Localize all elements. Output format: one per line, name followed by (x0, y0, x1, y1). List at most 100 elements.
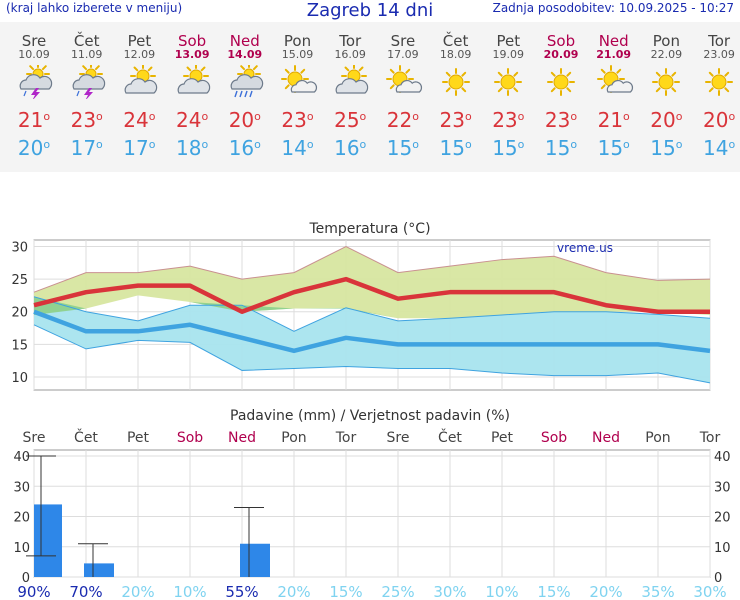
precip-bar (34, 504, 62, 577)
x-tick-label: Pon (281, 430, 306, 446)
forecast-day[interactable]: Sre 10.09 21o 20o (8, 22, 60, 159)
chart-title: Temperatura (°C) (308, 221, 430, 237)
precip-bar (84, 563, 114, 577)
forecast-day[interactable]: Pet 19.09 23o 15o (482, 22, 534, 160)
min-temp: 15o (597, 136, 630, 160)
precip-probability: 30% (433, 583, 466, 600)
day-date: 10.09 (18, 48, 50, 61)
precip-probability: 70% (69, 583, 102, 600)
y-tick-label-right: 40 (714, 450, 731, 465)
x-tick-label: Pet (491, 430, 514, 446)
day-name: Sob (546, 32, 576, 50)
day-date: 16.09 (334, 48, 366, 61)
forecast-day[interactable]: Čet 11.09 23o 17o (61, 22, 113, 159)
y-tick-label-left: 10 (13, 541, 30, 556)
forecast-day[interactable]: Tor 16.09 25o 16o (324, 22, 376, 159)
day-name: Tor (339, 32, 362, 50)
y-tick-label-left: 40 (13, 450, 30, 465)
forecast-day[interactable]: Sre 17.09 22o 15o (377, 22, 429, 159)
precip-probability: 10% (173, 583, 206, 600)
precipitation-chart: Padavine (mm) / Verjetnost padavin (%) Sr… (13, 408, 731, 600)
precip-probability: 20% (589, 583, 622, 600)
forecast-day[interactable]: Čet 18.09 23o 15o (430, 22, 482, 160)
y-tick-label: 25 (11, 273, 28, 288)
max-temp: 23o (439, 108, 472, 132)
forecast-day[interactable]: Ned 14.09 20o 16o (219, 22, 271, 159)
max-temp: 20o (703, 108, 736, 132)
max-temp: 24o (123, 108, 156, 132)
x-tick-label: Čet (74, 428, 98, 446)
max-temp: 25o (334, 108, 367, 132)
day-name: Ned (229, 32, 260, 50)
x-tick-label: Ned (228, 430, 256, 446)
precip-probability: 15% (537, 583, 570, 600)
day-date: 14.09 (227, 48, 263, 61)
day-name: Čet (442, 32, 469, 50)
menu-hint[interactable]: (kraj lahko izberete v meniju) (6, 1, 183, 15)
weather-icon-slot (535, 65, 587, 99)
day-name: Ned (598, 32, 629, 50)
partly-cloudy-icon (124, 63, 158, 94)
forecast-day[interactable]: Pon 15.09 23o 14o (272, 22, 324, 159)
day-date: 22.09 (650, 48, 683, 61)
day-name: Sre (390, 32, 416, 50)
sun-cloud-icon (385, 65, 422, 93)
forecast-day[interactable]: Pet 12.09 24o 17o (113, 22, 165, 159)
min-range-bottom (33, 324, 711, 384)
max-temp: 21o (17, 108, 51, 132)
weather-icon-slot (430, 65, 482, 99)
weather-icon-slot (640, 65, 692, 99)
max-range-band (34, 246, 710, 319)
weather-icon-slot (61, 62, 113, 101)
weather-icon-slot (219, 62, 271, 99)
y-tick-label-right: 10 (714, 541, 731, 556)
thunderstorm-icon (72, 62, 105, 101)
last-update: Zadnja posodobitev: 10.09.2025 - 10:27 (492, 1, 734, 15)
rain-shower-icon (230, 62, 263, 98)
forecast-day[interactable]: Sob 13.09 24o 18o (166, 22, 218, 159)
max-temp: 22o (386, 108, 419, 132)
min-temp: 15o (386, 136, 419, 160)
precip-probability: 15% (329, 583, 362, 600)
precip-probability: 30% (693, 583, 726, 600)
day-name: Sre (21, 32, 47, 50)
forecast-day[interactable]: Tor 23.09 20o 14o (693, 22, 740, 160)
weather-icon-slot (166, 63, 218, 99)
day-name: Pon (283, 32, 312, 50)
x-tick-label: Sob (541, 430, 567, 446)
max-temp: 23o (70, 108, 103, 132)
min-temp: 15o (492, 136, 525, 160)
forecast-day[interactable]: Sob 20.09 23o 15o (535, 22, 587, 160)
y-tick-label-left: 30 (13, 480, 30, 495)
plot-area (33, 449, 711, 578)
partly-cloudy-icon (177, 63, 211, 94)
series-min-line (33, 309, 711, 354)
max-temp: 21o (597, 108, 630, 132)
x-tick-label: Pon (645, 430, 670, 446)
weather-icon-slot (272, 65, 324, 99)
day-name: Pon (652, 32, 680, 50)
temperature-chart: Temperatura (°C) 10 15 20 25 30 vreme.us (11, 221, 711, 391)
min-temp: 15o (439, 136, 472, 160)
day-date: 19.09 (492, 48, 525, 61)
max-temp: 20o (228, 108, 261, 132)
series-max-line (33, 276, 710, 314)
precip-probability: 25% (381, 583, 414, 600)
min-temp: 18o (176, 136, 209, 160)
sun-icon (652, 68, 681, 96)
day-name: Čet (73, 32, 100, 50)
day-name: Sob (177, 32, 207, 50)
sun-icon (547, 68, 575, 96)
y-tick-label-left: 20 (13, 511, 30, 526)
day-date: 17.09 (387, 48, 419, 61)
min-temp: 16o (334, 136, 367, 160)
precip-probability: 90% (17, 583, 50, 600)
day-date: 15.09 (281, 48, 314, 61)
daily-forecast-strip: Sre 10.09 21o 20o Čet 11.09 23o 17o Pet 12.09 24o 1… (0, 22, 740, 172)
sun-icon (705, 68, 734, 96)
thunderstorm-icon (19, 62, 53, 101)
x-tick-label: Tor (335, 430, 357, 446)
forecast-day[interactable]: Ned 21.09 21o 15o (588, 22, 640, 159)
sun-icon (494, 68, 523, 96)
forecast-day[interactable]: Pon 22.09 20o 15o (640, 22, 692, 160)
